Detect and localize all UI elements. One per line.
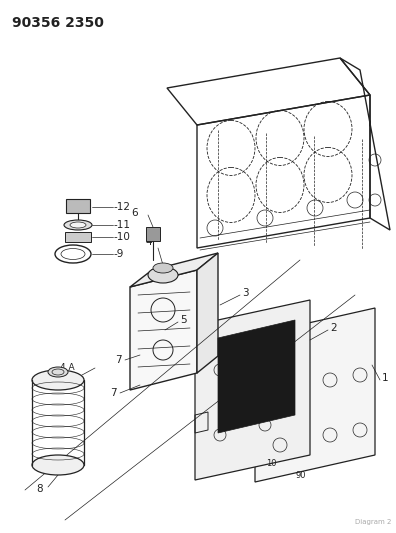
FancyBboxPatch shape [66,199,90,213]
Text: 6: 6 [131,208,138,218]
Polygon shape [218,320,295,433]
FancyBboxPatch shape [65,232,91,242]
Polygon shape [255,308,375,482]
Ellipse shape [148,267,178,283]
Ellipse shape [153,263,173,273]
Polygon shape [197,253,218,373]
Text: 4: 4 [145,237,152,247]
Text: -9: -9 [113,249,124,259]
Polygon shape [130,270,197,390]
Text: 2: 2 [330,323,337,333]
Text: -11: -11 [113,220,130,230]
Ellipse shape [64,220,92,230]
Text: 7: 7 [115,355,122,365]
Text: Diagram 2: Diagram 2 [355,519,391,525]
Polygon shape [195,300,310,480]
FancyBboxPatch shape [146,227,160,241]
Text: 3: 3 [242,288,249,298]
Ellipse shape [32,455,84,475]
Ellipse shape [70,222,86,228]
Ellipse shape [32,370,84,390]
Text: 8: 8 [36,484,43,494]
Text: 5: 5 [180,315,187,325]
Text: -10: -10 [113,232,130,242]
Text: 4 A: 4 A [60,364,74,373]
Text: 1: 1 [382,373,388,383]
Text: 7: 7 [110,388,117,398]
Polygon shape [130,253,218,287]
Text: 90: 90 [296,471,307,480]
Text: 10: 10 [266,458,276,467]
Text: -12: -12 [113,202,130,212]
Text: 90356 2350: 90356 2350 [12,16,104,30]
Ellipse shape [48,367,68,377]
